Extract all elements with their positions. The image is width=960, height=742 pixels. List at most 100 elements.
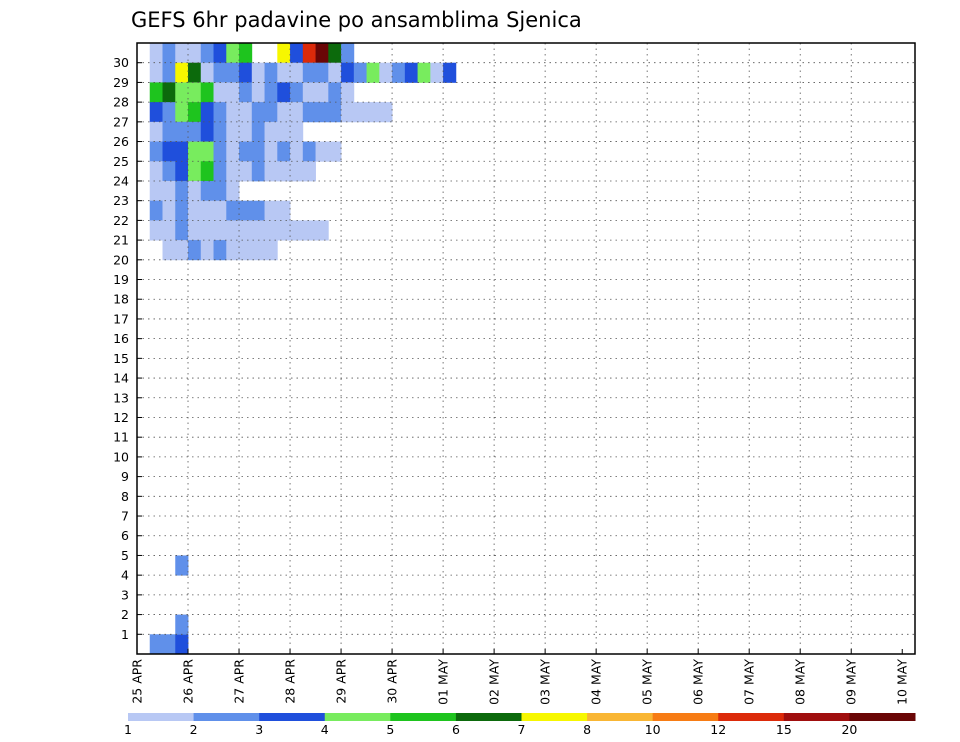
- heatmap-cell: [366, 62, 380, 83]
- x-tick-label: 25 APR: [130, 659, 145, 704]
- heatmap-cell: [302, 82, 316, 103]
- heatmap-cell: [239, 161, 253, 182]
- heatmap-cell: [251, 240, 265, 261]
- heatmap-cell: [162, 180, 176, 202]
- heatmap-cell: [213, 62, 227, 83]
- colorbar-label: 8: [583, 722, 591, 737]
- colorbar-swatch: [259, 713, 326, 721]
- y-tick-label: 29: [113, 75, 129, 90]
- heatmap-cell: [175, 180, 189, 202]
- y-tick-label: 17: [113, 311, 129, 326]
- heatmap-cell: [200, 62, 214, 83]
- y-tick-label: 27: [113, 114, 129, 129]
- heatmap-cell: [379, 102, 393, 123]
- heatmap-cell: [290, 141, 304, 162]
- colorbar-swatch: [849, 713, 916, 721]
- heatmap-cell: [290, 121, 304, 142]
- heatmap-cell: [328, 102, 342, 123]
- colorbar-label: 4: [321, 722, 329, 737]
- heatmap-cell: [188, 102, 202, 123]
- heatmap-cell: [188, 62, 202, 83]
- heatmap-cell: [277, 220, 291, 241]
- y-tick-label: 4: [121, 568, 129, 583]
- heatmap-cell: [264, 240, 278, 261]
- heatmap-cell: [226, 220, 240, 241]
- colorbar: 1 2 3 4 5 6 7 8 10 12 15 20: [124, 713, 916, 737]
- y-tick-label: 6: [121, 528, 129, 543]
- heatmap-cell: [315, 82, 329, 103]
- y-tick-label: 26: [113, 134, 129, 149]
- y-tick-label: 9: [121, 469, 129, 484]
- heatmap-cell: [162, 240, 176, 261]
- heatmap-cell: [302, 43, 316, 64]
- heatmap-cell: [188, 200, 202, 221]
- y-tick-label: 2: [121, 607, 129, 622]
- heatmap-cell: [175, 555, 189, 576]
- plot-frame: [136, 42, 916, 655]
- heatmap-cell: [162, 200, 176, 221]
- heatmap-cell: [200, 102, 214, 123]
- heatmap-cell: [226, 161, 240, 182]
- heatmap-cell: [379, 62, 393, 83]
- x-tick-label: 29 APR: [334, 659, 349, 704]
- heatmap-cell: [302, 161, 316, 182]
- heatmap-cell: [302, 62, 316, 83]
- heatmap-cell: [264, 121, 278, 142]
- heatmap-cell: [264, 161, 278, 182]
- heatmap-cell: [392, 62, 406, 83]
- heatmap-cell: [315, 62, 329, 83]
- heatmap-cell: [315, 141, 329, 162]
- x-tick-label: 08 MAY: [793, 659, 808, 705]
- y-tick-label: 22: [113, 213, 129, 228]
- x-tick-label: 02 MAY: [487, 659, 502, 705]
- heatmap-cell: [226, 180, 240, 202]
- colorbar-swatch: [521, 713, 588, 721]
- y-tick-label: 20: [113, 252, 129, 267]
- x-tick-label: 01 MAY: [436, 659, 451, 705]
- heatmap-cell: [213, 161, 227, 182]
- heatmap-cell: [213, 141, 227, 162]
- heatmap-cell: [353, 102, 367, 123]
- heatmap-cell: [264, 62, 278, 83]
- heatmap-cell: [315, 220, 329, 241]
- heatmap-cell: [277, 141, 291, 162]
- heatmap-cell: [328, 141, 342, 162]
- colorbar-swatch: [390, 713, 457, 721]
- heatmap-cell: [404, 62, 418, 83]
- heatmap-cell: [162, 62, 176, 83]
- heatmap-cell: [239, 220, 253, 241]
- y-tick-label: 3: [121, 587, 129, 602]
- heatmap-cell: [200, 240, 214, 261]
- heatmap-cell: [239, 62, 253, 83]
- colorbar-label: 2: [190, 722, 198, 737]
- heatmap-cell: [251, 82, 265, 103]
- heatmap-cell: [277, 82, 291, 103]
- chart-title: GEFS 6hr padavine po ansamblima Sjenica: [131, 8, 582, 32]
- colorbar-swatch: [128, 713, 195, 721]
- heatmap-cell: [239, 82, 253, 103]
- heatmap-cell: [251, 62, 265, 83]
- colorbar-label: 6: [452, 722, 460, 737]
- heatmap-cell: [175, 634, 189, 655]
- heatmap-cell: [251, 141, 265, 162]
- heatmap-cell: [175, 200, 189, 221]
- heatmap-cell: [175, 240, 189, 261]
- heatmap-cell: [162, 141, 176, 162]
- heatmap-cell: [341, 82, 355, 103]
- heatmap-cell: [277, 161, 291, 182]
- y-tick-label: 23: [113, 193, 129, 208]
- x-tick-label: 04 MAY: [589, 659, 604, 705]
- x-tick-label: 05 MAY: [640, 659, 655, 705]
- heatmap-cell: [251, 220, 265, 241]
- colorbar-swatch: [455, 713, 522, 721]
- heatmap-cell: [162, 43, 176, 64]
- y-tick-label: 28: [113, 95, 129, 110]
- heatmap-cell: [149, 220, 163, 241]
- heatmap-cell: [149, 141, 163, 162]
- heatmap-cell: [226, 121, 240, 142]
- heatmap-cell: [188, 43, 202, 64]
- heatmap-cell: [149, 634, 163, 655]
- y-tick-label: 1: [121, 627, 129, 642]
- x-tick-label: 07 MAY: [742, 659, 757, 705]
